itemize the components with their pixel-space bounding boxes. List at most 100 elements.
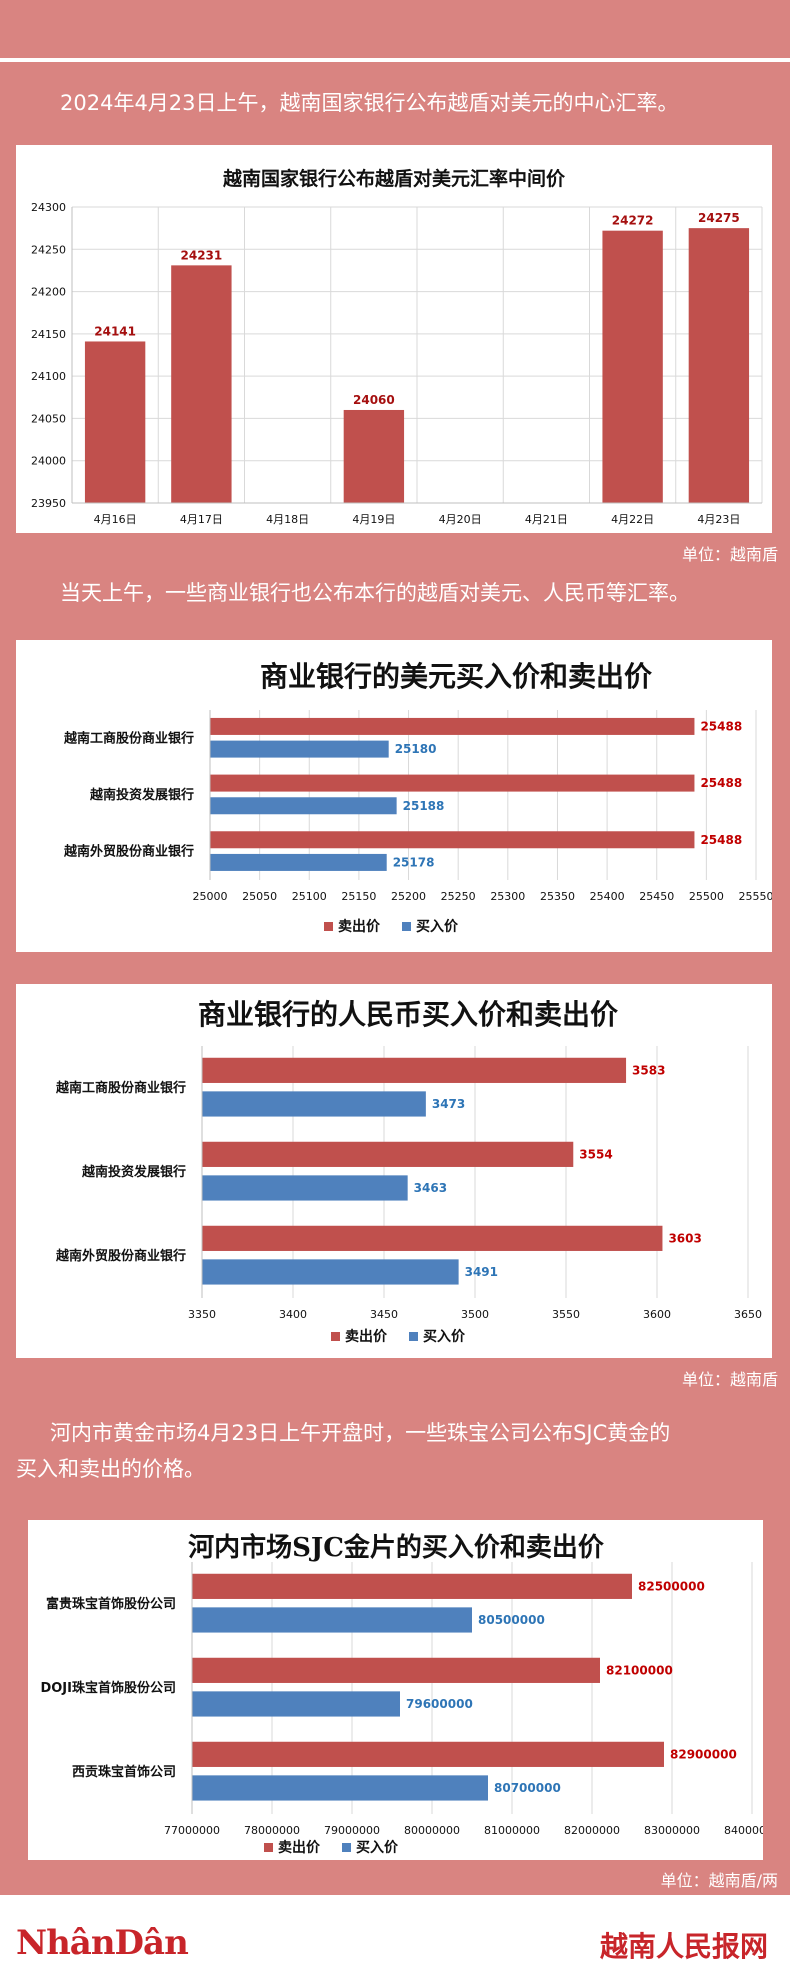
- chart-title: 河内市场SJC金片的买入价和卖出价: [188, 1532, 605, 1563]
- vietnam-peoples-daily-logo[interactable]: 越南人民报网: [599, 1930, 768, 1963]
- nhandan-logo[interactable]: NhânDân: [16, 1923, 189, 1963]
- top-divider: [0, 58, 790, 62]
- x-tick-label: 25000: [193, 890, 228, 903]
- y-tick-label: 24050: [31, 412, 66, 425]
- unit-label-1: 单位：越南盾: [681, 545, 778, 564]
- buy-bar: [210, 797, 397, 815]
- data-label: 24231: [181, 248, 223, 262]
- category-label: 越南工商股份商业银行: [55, 1080, 186, 1096]
- buy-data-label: 25178: [393, 855, 435, 869]
- x-tick-label: 84000000: [724, 1824, 763, 1837]
- x-tick-label: 25150: [341, 890, 376, 903]
- sjc-gold-bar-chart: 河内市场SJC金片的买入价和卖出价 77000000 78000000 7900000…: [40, 1532, 763, 1856]
- x-tick-label: 25450: [639, 890, 674, 903]
- sell-bar: [192, 1741, 664, 1767]
- x-tick-label: 83000000: [644, 1824, 700, 1837]
- x-tick-label: 81000000: [484, 1824, 540, 1837]
- category-label: 越南工商股份商业银行: [63, 730, 194, 746]
- category-label: 越南投资发展银行: [89, 787, 194, 803]
- sell-data-label: 3603: [668, 1231, 701, 1245]
- x-tick-label: 25350: [540, 890, 575, 903]
- y-tick-label: 24250: [31, 243, 66, 256]
- sell-bar: [210, 831, 695, 849]
- x-tick-label: 25250: [441, 890, 476, 903]
- x-tick-label: 4月17日: [180, 513, 223, 526]
- legend-buy-swatch: [402, 922, 411, 931]
- bar: [84, 341, 146, 503]
- x-tick-label: 25500: [689, 890, 724, 903]
- x-tick-label: 80000000: [404, 1824, 460, 1837]
- x-tick-label: 4月16日: [94, 513, 137, 526]
- buy-data-label: 25188: [403, 799, 445, 813]
- sell-data-label: 25488: [700, 776, 742, 790]
- intro-paragraph-3b: 买入和卖出的价格。: [16, 1457, 205, 1481]
- chart-panel-gold: 河内市场SJC金片的买入价和卖出价 77000000 78000000 7900000…: [28, 1520, 763, 1860]
- buy-bar: [202, 1259, 459, 1285]
- sell-data-label: 25488: [700, 833, 742, 847]
- x-tick-label: 3600: [643, 1308, 671, 1321]
- data-label: 24272: [612, 214, 654, 228]
- bar: [343, 409, 405, 503]
- x-tick-label: 4月19日: [352, 513, 395, 526]
- sell-data-label: 3554: [579, 1147, 612, 1161]
- buy-bar: [192, 1691, 400, 1717]
- sell-bar: [210, 717, 695, 735]
- legend-buy-label: 买入价: [423, 1329, 466, 1345]
- buy-data-label: 25180: [395, 742, 437, 756]
- x-tick-label: 79000000: [324, 1824, 380, 1837]
- x-tick-label: 3550: [552, 1308, 580, 1321]
- y-tick-label: 23950: [31, 497, 66, 510]
- category-label: DOJI珠宝首饰股份公司: [40, 1680, 176, 1696]
- buy-bar: [192, 1607, 472, 1633]
- usd-bank-bar-chart: 商业银行的美元买入价和卖出价 25000 25050 25100 25150 25200 2…: [63, 660, 772, 935]
- x-tick-label: 4月21日: [525, 513, 568, 526]
- data-label: 24141: [94, 324, 136, 338]
- y-tick-label: 24200: [31, 286, 66, 299]
- x-tick-label: 3400: [279, 1308, 307, 1321]
- x-tick-label: 25400: [590, 890, 625, 903]
- category-label: 富贵珠宝首饰股份公司: [46, 1596, 176, 1612]
- cny-bank-bar-chart: 商业银行的人民币买入价和卖出价 3350 3400 3450 3500 3550 3600 3…: [55, 998, 762, 1345]
- sell-data-label: 82500000: [638, 1579, 705, 1593]
- buy-data-label: 80700000: [494, 1781, 561, 1795]
- chart-panel-cny: 商业银行的人民币买入价和卖出价 3350 3400 3450 3500 3550 3600 3…: [16, 984, 772, 1358]
- chart-panel-central-rate: 越南国家银行公布越盾对美元汇率中间价 23950 24000 24050 24100 24…: [16, 145, 772, 533]
- buy-bar: [210, 740, 389, 758]
- sell-bar: [192, 1657, 600, 1683]
- buy-data-label: 3491: [465, 1265, 498, 1279]
- sell-bar: [210, 774, 695, 792]
- sell-data-label: 82100000: [606, 1663, 673, 1677]
- y-tick-label: 24000: [31, 455, 66, 468]
- bar: [171, 265, 232, 503]
- sell-bar: [192, 1573, 632, 1599]
- x-tick-label: 77000000: [164, 1824, 220, 1837]
- intro-paragraph-3a: 河内市黄金市场4月23日上午开盘时，一些珠宝公司公布SJC黄金的: [50, 1421, 671, 1445]
- x-tick-label: 25100: [292, 890, 327, 903]
- sell-bar: [202, 1057, 627, 1083]
- x-tick-label: 3450: [370, 1308, 398, 1321]
- y-tick-label: 24150: [31, 328, 66, 341]
- y-tick-label: 24300: [31, 201, 66, 214]
- buy-data-label: 3463: [414, 1181, 447, 1195]
- x-tick-label: 78000000: [244, 1824, 300, 1837]
- unit-label-2: 单位：越南盾: [681, 1370, 778, 1389]
- buy-bar: [202, 1091, 426, 1117]
- category-label: 西贡珠宝首饰公司: [72, 1764, 176, 1780]
- legend-sell-label: 卖出价: [338, 918, 381, 935]
- bar: [602, 230, 663, 503]
- sell-bar: [202, 1225, 663, 1251]
- sell-data-label: 25488: [700, 719, 742, 733]
- legend-sell-label: 卖出价: [345, 1328, 388, 1345]
- chart-panel-usd: 商业银行的美元买入价和卖出价 25000 25050 25100 25150 25200 2…: [16, 640, 772, 952]
- chart-title: 越南国家银行公布越盾对美元汇率中间价: [222, 167, 566, 190]
- central-rate-bar-chart: 越南国家银行公布越盾对美元汇率中间价 23950 24000 24050 24100 24…: [31, 167, 763, 526]
- category-label: 越南投资发展银行: [81, 1164, 186, 1180]
- intro-paragraph-1: 2024年4月23日上午，越南国家银行公布越盾对美元的中心汇率。: [60, 91, 679, 115]
- chart-title: 商业银行的美元买入价和卖出价: [260, 660, 653, 693]
- x-tick-label: 82000000: [564, 1824, 620, 1837]
- x-tick-label: 4月22日: [611, 513, 654, 526]
- bar: [688, 228, 750, 503]
- x-tick-label: 3500: [461, 1308, 489, 1321]
- data-label: 24275: [698, 211, 740, 225]
- legend-buy-swatch: [409, 1332, 418, 1341]
